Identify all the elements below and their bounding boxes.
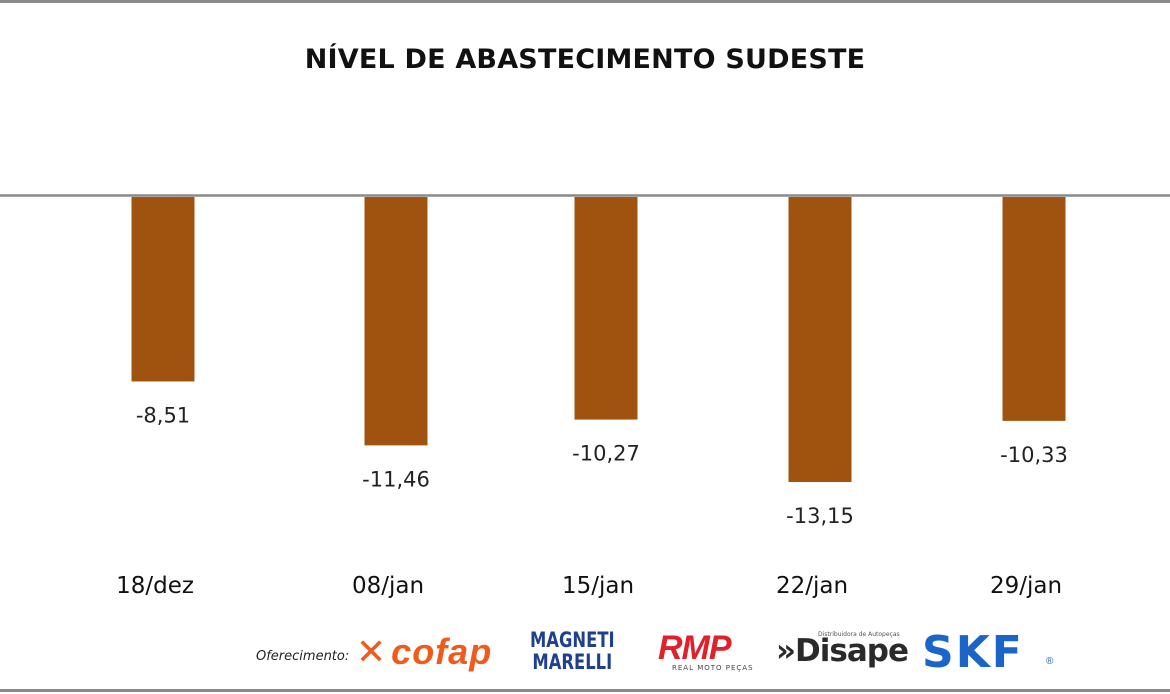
bar-08/jan (364, 197, 428, 446)
category-label-22/jan: 22/jan (776, 573, 848, 599)
bottom-border (0, 689, 1170, 692)
marelli-line2: MARELLI (532, 650, 613, 674)
cofap-mark-icon: ✕ (356, 631, 388, 672)
category-label-08/jan: 08/jan (352, 573, 424, 599)
skf-logo: SKF (922, 627, 1024, 678)
bars-group (131, 197, 1066, 482)
sponsors-label: Oferecimento: (256, 649, 350, 664)
sponsors-strip: Oferecimento: ✕ cofap MAGNETI MARELLI RMP… (0, 625, 1170, 685)
skf-registered-mark: ® (1046, 656, 1054, 667)
bar-15/jan (574, 197, 638, 420)
category-labels-group: 18/dez 08/jan 15/jan 22/jan 29/jan (116, 573, 1062, 599)
chart-title: NÍVEL DE ABASTECIMENTO SUDESTE (304, 44, 866, 75)
category-label-29/jan: 29/jan (990, 573, 1062, 599)
top-border (0, 0, 1170, 3)
value-label-29/jan: -10,33 (1000, 443, 1068, 467)
magneti-marelli-logo: MAGNETI MARELLI (530, 629, 615, 673)
value-label-15/jan: -10,27 (572, 442, 640, 466)
bar-18/dez (131, 197, 195, 382)
marelli-line1: MAGNETI (530, 628, 615, 652)
bar-29/jan (1002, 197, 1066, 421)
rmp-subtitle: REAL MOTO PEÇAS (672, 664, 754, 672)
value-label-08/jan: -11,46 (362, 467, 430, 491)
cofap-logo: ✕ cofap (356, 631, 492, 673)
bar-22/jan (788, 197, 852, 482)
cofap-logo-text: cofap (391, 631, 493, 672)
rmp-logo: RMP (658, 629, 732, 667)
value-label-22/jan: -13,15 (786, 504, 854, 528)
category-label-15/jan: 15/jan (562, 573, 634, 599)
disape-subtitle: Distribuidora de Autopeças (818, 631, 900, 638)
value-label-18/dez: -8,51 (136, 403, 190, 427)
category-label-18/dez: 18/dez (116, 573, 194, 599)
value-labels-group: -8,51 -11,46 -10,27 -13,15 -10,33 (136, 403, 1068, 528)
disape-logo: »Disape (776, 633, 909, 669)
bar-chart: -8,51 -11,46 -10,27 -13,15 -10,33 18/dez 08/j… (0, 194, 1170, 599)
